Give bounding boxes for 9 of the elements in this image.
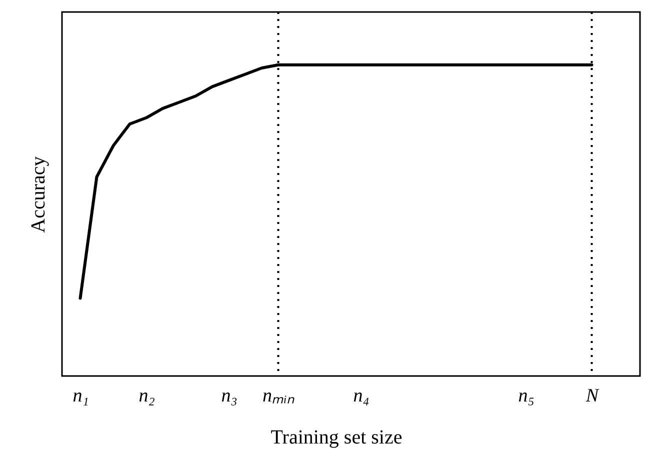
x-tick-label: n₅	[518, 386, 534, 406]
x-tick-label: n₃	[221, 386, 238, 406]
y-axis-title: Accuracy	[28, 156, 50, 233]
x-tick-label: n₄	[353, 386, 370, 406]
x-tick-label: n₁	[72, 386, 89, 406]
x-tick-label: nₘᵢₙ	[262, 386, 296, 406]
x-tick-label: n₂	[138, 386, 156, 406]
x-tick-label: N	[584, 386, 600, 406]
x-axis-title: Training set size	[270, 426, 402, 448]
